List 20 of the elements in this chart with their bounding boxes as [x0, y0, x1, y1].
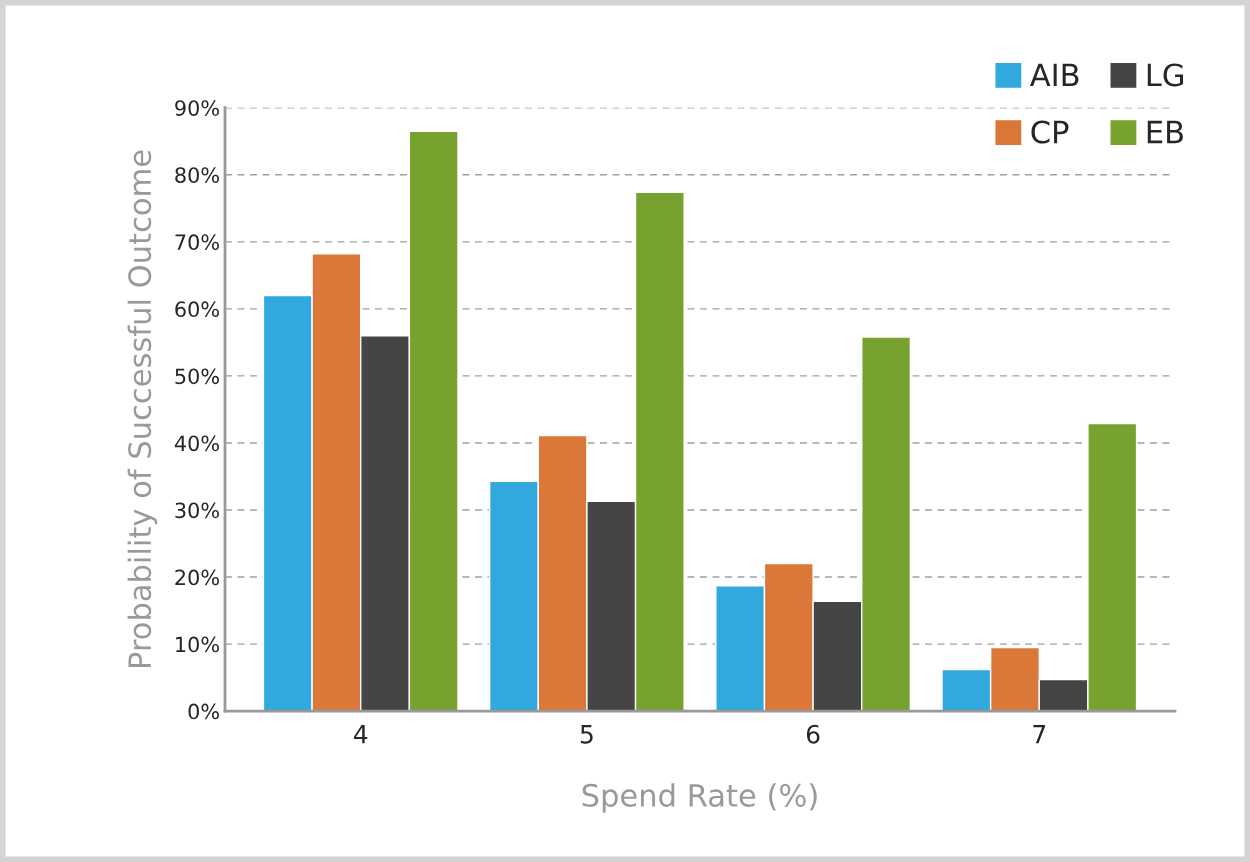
x-axis-title: Spend Rate (%) [582, 783, 817, 813]
x-tick-label: 4 [353, 725, 368, 744]
y-tick-label: 80% [175, 167, 219, 184]
x-tick-label: 5 [580, 725, 593, 744]
y-tick-label: 10% [176, 636, 219, 653]
y-tick-label: 40% [174, 435, 219, 452]
y-tick-label: 20% [175, 569, 219, 586]
legend-label: CP [1031, 120, 1069, 144]
y-tick-label: 60% [175, 301, 219, 318]
x-tick-label: 6 [806, 724, 820, 744]
y-tick-label: 0% [188, 703, 219, 720]
x-tick-label: 7 [1033, 725, 1046, 744]
y-tick-label: 30% [175, 502, 219, 519]
legend-label: AIB [1029, 63, 1079, 87]
legend-label: LG [1147, 63, 1183, 87]
y-axis-title: Probability of Successful Outcome [127, 150, 158, 668]
y-tick-label: 90% [175, 100, 219, 116]
legend-label: EB [1147, 120, 1183, 144]
y-tick-label: 70% [175, 234, 219, 251]
y-tick-label: 50% [175, 368, 219, 385]
